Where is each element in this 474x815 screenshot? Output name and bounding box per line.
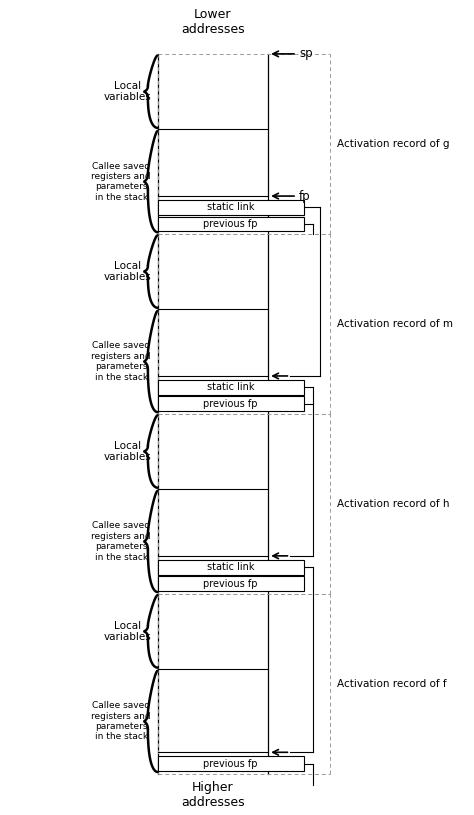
Text: Callee saved
registers and
parameters
in the stack: Callee saved registers and parameters in…: [91, 701, 151, 742]
Text: Lower
addresses: Lower addresses: [181, 8, 245, 37]
Bar: [158, 576, 304, 591]
Text: static link: static link: [207, 562, 255, 572]
Text: Activation record of g: Activation record of g: [337, 139, 449, 149]
Text: Local
variables: Local variables: [103, 620, 151, 642]
Text: previous fp: previous fp: [203, 579, 258, 588]
Bar: [158, 396, 304, 412]
Bar: [158, 380, 304, 394]
Text: Local
variables: Local variables: [103, 81, 151, 103]
Bar: [158, 756, 304, 771]
Text: Callee saved
registers and
parameters
in the stack: Callee saved registers and parameters in…: [91, 161, 151, 202]
Text: sp: sp: [299, 47, 313, 60]
Text: fp: fp: [299, 190, 311, 203]
Text: Activation record of m: Activation record of m: [337, 319, 453, 328]
Text: static link: static link: [207, 202, 255, 213]
Text: previous fp: previous fp: [203, 399, 258, 409]
Text: previous fp: previous fp: [203, 759, 258, 769]
Bar: [158, 217, 304, 231]
Text: Local
variables: Local variables: [103, 261, 151, 282]
Bar: [158, 560, 304, 575]
Text: Callee saved
registers and
parameters
in the stack: Callee saved registers and parameters in…: [91, 341, 151, 381]
Text: Higher
addresses: Higher addresses: [181, 781, 245, 809]
Bar: [158, 200, 304, 215]
Text: previous fp: previous fp: [203, 219, 258, 229]
Text: Activation record of f: Activation record of f: [337, 679, 447, 689]
Text: static link: static link: [207, 382, 255, 392]
Text: Callee saved
registers and
parameters
in the stack: Callee saved registers and parameters in…: [91, 522, 151, 562]
Text: Activation record of h: Activation record of h: [337, 499, 449, 509]
Text: Local
variables: Local variables: [103, 441, 151, 462]
